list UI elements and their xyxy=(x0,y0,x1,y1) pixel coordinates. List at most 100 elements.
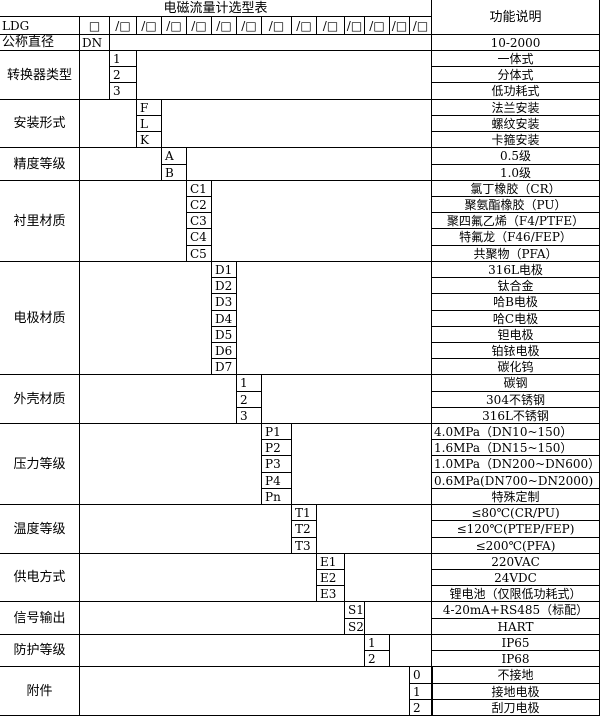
blank-cell xyxy=(79,601,345,635)
option-description: 螺纹安装 xyxy=(431,115,600,132)
option-code: 0 xyxy=(409,666,432,684)
group-label: 外壳材质 xyxy=(0,374,80,424)
blank-cell xyxy=(211,180,432,262)
option-code: T2 xyxy=(291,520,317,538)
option-description: 1.0MPa（DN200~DN600） xyxy=(431,455,600,473)
option-description: 聚氨酯橡胶（PU） xyxy=(431,196,600,213)
blank-cell xyxy=(261,374,432,424)
option-description: 316L电极 xyxy=(431,261,600,278)
blank-cell xyxy=(79,261,212,375)
blank-cell xyxy=(389,634,432,667)
option-code: A xyxy=(161,147,187,165)
blank-cell xyxy=(316,504,432,554)
blank-cell xyxy=(79,99,137,148)
model-slot: /□ xyxy=(211,16,237,35)
option-code: P2 xyxy=(261,439,292,456)
option-code: E2 xyxy=(316,569,345,586)
option-code: 1 xyxy=(236,374,262,392)
option-description: 不接地 xyxy=(431,666,600,684)
option-code: P1 xyxy=(261,423,292,440)
option-code: C3 xyxy=(186,212,212,229)
option-description: 24VDC xyxy=(431,569,600,586)
group-label: 温度等级 xyxy=(0,504,80,554)
blank-cell xyxy=(186,147,432,181)
option-code: D4 xyxy=(211,310,237,327)
option-code: S2 xyxy=(344,618,365,635)
model-slot: /□ xyxy=(364,16,390,35)
option-description: 4.0MPa（DN10~150） xyxy=(431,423,600,440)
option-code: P4 xyxy=(261,472,292,489)
table-title: 电磁流量计选型表 xyxy=(0,0,432,17)
nominal-diameter-code: DN xyxy=(79,34,110,51)
model-slot: /□ xyxy=(409,16,432,35)
model-slot: /□ xyxy=(344,16,365,35)
model-slot: /□ xyxy=(136,16,162,35)
model-prefix: LDG xyxy=(0,16,80,35)
blank-cell xyxy=(79,50,110,100)
option-description: 铂铱电极 xyxy=(431,342,600,359)
option-code: D1 xyxy=(211,261,237,278)
group-label: 转换器类型 xyxy=(0,50,80,100)
option-code: 1 xyxy=(364,634,390,651)
option-code: E1 xyxy=(316,553,345,570)
blank-cell xyxy=(79,180,187,262)
blank-cell xyxy=(79,147,162,181)
blank-cell xyxy=(79,553,317,602)
option-description: 0.6MPa(DN700~DN2000) xyxy=(431,472,600,489)
option-description: 0.5级 xyxy=(431,147,600,165)
group-label: 信号输出 xyxy=(0,601,80,635)
blank-cell xyxy=(136,50,432,100)
model-slot: /□ xyxy=(261,16,292,35)
option-code: D5 xyxy=(211,326,237,343)
option-code: C1 xyxy=(186,180,212,197)
blank-cell xyxy=(291,423,432,505)
option-code: C4 xyxy=(186,228,212,246)
group-label: 供电方式 xyxy=(0,553,80,602)
blank-cell xyxy=(79,504,292,554)
option-code: C5 xyxy=(186,245,212,262)
option-description: 分体式 xyxy=(431,66,600,83)
blank-cell xyxy=(161,99,432,148)
option-description: ≤120℃(PTEP/FEP) xyxy=(431,520,600,538)
model-slot: □ xyxy=(79,16,110,35)
option-code: 2 xyxy=(364,650,390,667)
blank-cell xyxy=(79,374,237,424)
blank-cell xyxy=(79,634,365,667)
model-slot: /□ xyxy=(291,16,317,35)
blank-cell xyxy=(79,423,262,505)
model-slot: /□ xyxy=(161,16,187,35)
option-description: IP65 xyxy=(431,634,600,651)
model-slot: /□ xyxy=(186,16,212,35)
option-description: 4-20mA+RS485（标配） xyxy=(431,601,600,619)
option-code: C2 xyxy=(186,196,212,213)
blank-cell xyxy=(79,666,410,716)
group-label: 压力等级 xyxy=(0,423,80,505)
model-slot: /□ xyxy=(316,16,345,35)
option-code: 3 xyxy=(236,407,262,424)
function-header: 功能说明 xyxy=(431,0,600,35)
group-label: 电极材质 xyxy=(0,261,80,375)
nominal-diameter-label: 公称直径 xyxy=(0,34,80,51)
option-description: 304不锈钢 xyxy=(431,391,600,408)
option-code: T1 xyxy=(291,504,317,521)
option-code: P3 xyxy=(261,455,292,473)
blank-cell xyxy=(109,34,432,51)
option-description: 卡箍安装 xyxy=(431,131,600,148)
option-code: D2 xyxy=(211,277,237,294)
option-code: Pn xyxy=(261,488,292,505)
option-description: 1.0级 xyxy=(431,164,600,181)
option-code: D3 xyxy=(211,293,237,311)
model-slot: /□ xyxy=(109,16,137,35)
option-description: ≤200℃(PFA) xyxy=(431,537,600,554)
option-description: ≤80℃(CR/PU) xyxy=(431,504,600,521)
blank-cell xyxy=(344,553,432,602)
option-description: 法兰安装 xyxy=(431,99,600,116)
option-description: 316L不锈钢 xyxy=(431,407,600,424)
option-code: E3 xyxy=(316,585,345,602)
option-description: IP68 xyxy=(431,650,600,667)
option-code: K xyxy=(136,131,162,148)
option-description: 接地电极 xyxy=(431,683,600,700)
blank-cell xyxy=(364,601,432,635)
group-label: 精度等级 xyxy=(0,147,80,181)
option-code: S1 xyxy=(344,601,365,619)
